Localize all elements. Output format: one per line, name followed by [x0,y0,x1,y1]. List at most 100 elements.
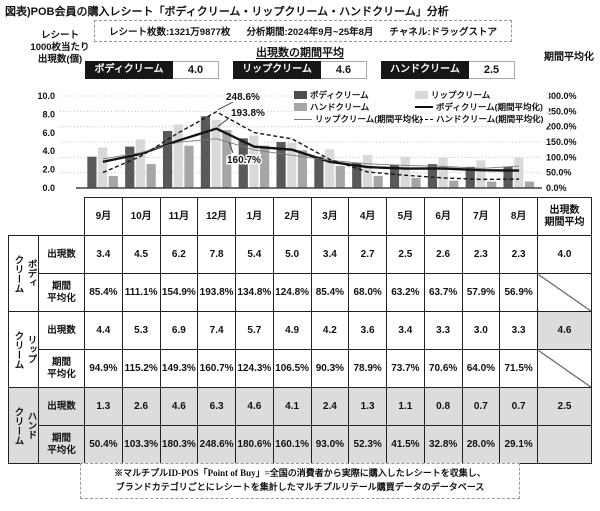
value-cell: 85.4% [84,273,123,312]
legend-item: ハンドクリーム(期間平均化) [415,114,547,124]
value-cell: 6.3 [197,387,236,426]
summary-body-cream-value: 4.0 [173,61,219,79]
value-cell: 4.2 [310,311,350,350]
bar [411,177,421,188]
value-cell: 180.6% [235,425,274,464]
bar [87,156,97,188]
value-cell: 1.3 [348,387,387,426]
value-cell: 73.7% [386,349,425,388]
value-cell: 2.6 [423,235,463,274]
value-cell: 111.1% [121,273,161,312]
value-cell: 3.3 [423,311,463,350]
bar [438,157,448,188]
trend-line [102,111,520,181]
legend-item: リップクリーム(期間平均化) [294,114,422,124]
channel: チャネル:ドラッグストア [389,27,497,38]
table-row: 期間 平均化 50.4% 103.3% 180.3% 248.6% 180.6% 160.1… [9,425,592,464]
bar [135,139,146,188]
table-row: リップ クリーム 出現数 4.4 5.3 6.9 7.4 5.7 4.9 4.2 3.6 3.4 3.3… [8,311,592,388]
value-cell: 149.3% [159,349,199,388]
month-header: 4月 [348,197,387,236]
legend-item: ボディクリーム [294,90,415,100]
right-axis-tick: 200.0% [546,122,577,132]
value-cell: 124.8% [272,273,312,312]
value-cell: 3.4 [386,311,425,350]
receipt-count: レシート枚数:1321万9877枚 [109,27,231,38]
legend-label: ボディクリーム [310,90,369,100]
value-cell: 2.7 [348,235,387,274]
legend-item: リップクリーム [415,90,547,100]
month-header: 10月 [121,197,161,236]
value-cell: 5.3 [121,311,161,350]
trend-line [102,127,520,172]
annotation-leader [217,101,234,111]
not-applicable-cell [537,425,592,464]
value-cell: 64.0% [461,349,501,388]
value-cell: 4.1 [272,387,312,426]
metric-label: 出現数 [38,311,85,350]
right-axis-tick: 150.0% [546,137,577,147]
legend-swatch-ln-dash [415,118,433,120]
right-axis-tick: 0.0% [546,183,567,193]
bar [400,156,410,188]
not-applicable-cell [537,349,592,388]
legend-swatch-ln-thin [294,118,312,120]
summary-body-cream: ボディクリーム 4.0 [85,61,219,79]
bar [352,163,362,188]
value-cell: 2.3 [499,235,538,274]
right-axis-tick: 50.0% [546,168,572,178]
value-cell: 57.9% [461,273,501,312]
value-cell: 4.9 [272,311,312,350]
average-cell: 2.5 [537,387,592,426]
value-cell: 115.2% [121,349,161,388]
metric-label: 出現数 [38,235,85,274]
value-cell: 3.4 [84,235,123,274]
bar [287,142,297,188]
monthly-data-table: 9月 10月 11月 12月 1月 2月 3月 4月 5月 6月 7月 8月 出現数 期間平均 ボディ クリ… [8,197,592,464]
right-axis-caption: 期間平均化 [544,52,594,63]
legend-item: ボディクリーム(期間平均化) [415,102,547,112]
period-average-heading: 出現数の期間平均 [256,47,344,59]
month-header: 1月 [235,197,274,236]
month-header: 8月 [499,197,538,236]
month-header: 7月 [461,197,501,236]
value-cell: 2.5 [386,235,425,274]
legend-item: ハンドクリーム [294,102,415,112]
month-header: 5月 [386,197,425,236]
value-cell: 78.9% [348,349,387,388]
average-cell: 4.0 [537,235,592,274]
trend-line [102,138,520,169]
average-cell: 4.6 [537,311,592,350]
value-cell: 90.3% [310,349,350,388]
table-row: 期間 平均化 94.9% 115.2% 149.3% 160.7% 124.3% 106.5… [9,349,592,388]
value-cell: 4.6 [235,387,274,426]
left-axis-tick: 6.0 [42,128,55,138]
value-cell: 134.8% [235,273,274,312]
value-cell: 4.6 [159,387,199,426]
bar [514,157,524,188]
right-axis-tick: 100.0% [546,152,577,162]
table-row: ボディ クリーム 出現数 3.4 4.5 6.2 7.8 5.4 5.0 3.4 2.7 2.5 2.6… [8,235,592,312]
analysis-period: 分析期間:2024年9月~25年8月 [246,27,374,38]
analysis-info-box: レシート枚数:1321万9877枚 分析期間:2024年9月~25年8月 チャネ… [94,20,512,42]
left-axis-caption: レシート 1000枚当たり 出現数(個) [30,30,90,65]
value-cell: 71.5% [499,349,538,388]
legend-label: ハンドクリーム(期間平均化) [436,114,544,124]
legend-label: ボディクリーム(期間平均化) [436,102,543,112]
bar [98,147,108,188]
row-group-label: ボディ クリーム [8,235,39,312]
month-header: 3月 [310,197,350,236]
value-cell: 106.5% [272,349,312,388]
value-cell: 52.3% [348,425,387,464]
bar [465,166,475,188]
value-cell: 5.4 [235,235,274,274]
table-row: 期間 平均化 85.4% 111.1% 154.9% 193.8% 134.8% 124.8… [9,273,592,312]
right-axis-tick: 250.0% [546,106,577,116]
value-cell: 70.6% [423,349,463,388]
value-cell: 7.4 [197,311,236,350]
value-cell: 193.8% [197,273,236,312]
bar [238,138,248,188]
value-cell: 3.0 [461,311,501,350]
combo-chart-canvas: 10.0 8.0 6.0 4.0 2.0 0.0 300.0% 250.0% 200.0% 150… [37,91,577,194]
